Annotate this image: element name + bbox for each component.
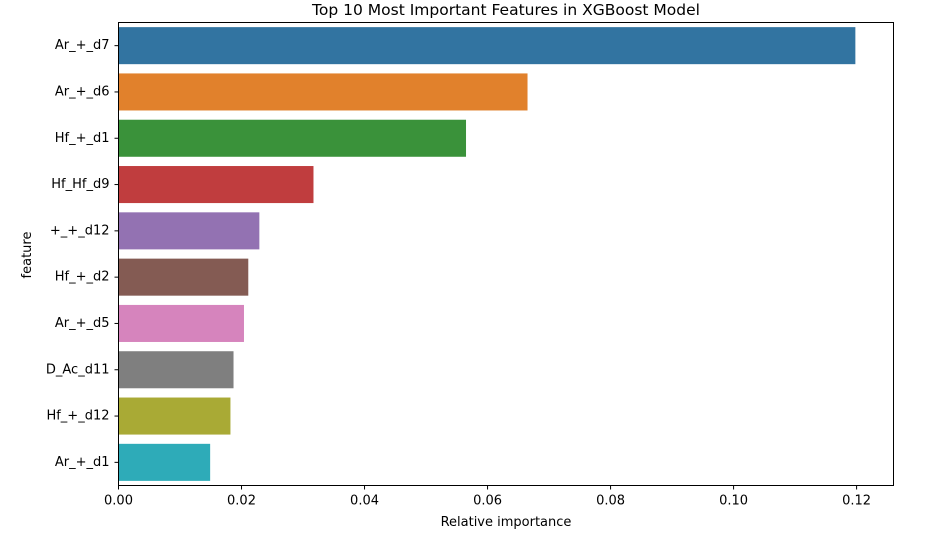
bar-Ar_+_d6: [118, 73, 528, 111]
y-tick-label: D_Ac_d11: [46, 362, 110, 377]
y-tick-label: +_+_d12: [50, 223, 110, 238]
plot-area-frame: [118, 22, 894, 486]
bar-Ar_+_d1: [118, 443, 211, 481]
y-axis-label: feature: [20, 232, 35, 279]
x-tick-label: 0.12: [842, 494, 871, 509]
y-tick-label: Ar_+_d1: [55, 455, 110, 470]
bar-Hf_+_d2: [118, 258, 249, 296]
y-tick-label: Ar_+_d5: [55, 316, 110, 331]
chart-title: Top 10 Most Important Features in XGBoos…: [311, 1, 700, 19]
x-tick-label: 0.10: [719, 494, 748, 509]
x-axis-label: Relative importance: [441, 515, 572, 530]
y-tick-label: Ar_+_d7: [55, 38, 110, 53]
y-tick-label: Ar_+_d6: [55, 84, 110, 99]
x-tick-label: 0.04: [350, 494, 379, 509]
bar-Hf_+_d12: [118, 397, 231, 435]
x-tick-label: 0.02: [227, 494, 256, 509]
axis-ticks-group: Ar_+_d7 Ar_+_d6 Hf_+_d1 Hf_Hf_d9 +_+_d12 Hf_+…: [46, 38, 871, 508]
bar-Hf_Hf_d9: [118, 166, 314, 204]
y-tick-label: Hf_+_d1: [55, 131, 110, 146]
y-tick-label: Hf_+_d12: [46, 409, 109, 424]
bar-D_Ac_d11: [118, 351, 234, 389]
bar-Hf_+_d1: [118, 119, 467, 157]
x-tick-label: 0.00: [104, 494, 133, 509]
x-tick-label: 0.08: [596, 494, 625, 509]
bar-+_+_d12: [118, 212, 260, 250]
x-tick-label: 0.06: [473, 494, 502, 509]
y-tick-label: Hf_Hf_d9: [51, 177, 109, 192]
bars-group: [118, 27, 856, 481]
y-tick-label: Hf_+_d2: [55, 270, 110, 285]
bar-Ar_+_d7: [118, 27, 856, 65]
bar-Ar_+_d5: [118, 304, 244, 342]
